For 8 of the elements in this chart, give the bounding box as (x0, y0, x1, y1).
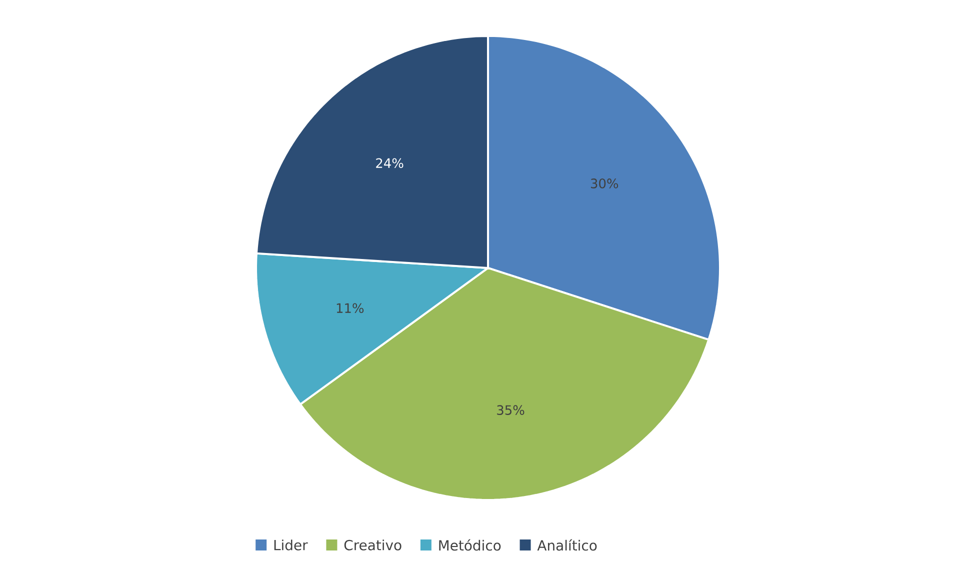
legend-label: Analítico (537, 539, 597, 551)
data-label: 30% (590, 178, 618, 188)
data-label: 11% (336, 303, 364, 314)
legend-label: Lider (274, 540, 308, 550)
data-label: 24% (376, 158, 404, 168)
legend-label: Creativo (344, 540, 402, 550)
data-label: 35% (497, 405, 524, 415)
legend-label: Metódico (439, 539, 501, 551)
